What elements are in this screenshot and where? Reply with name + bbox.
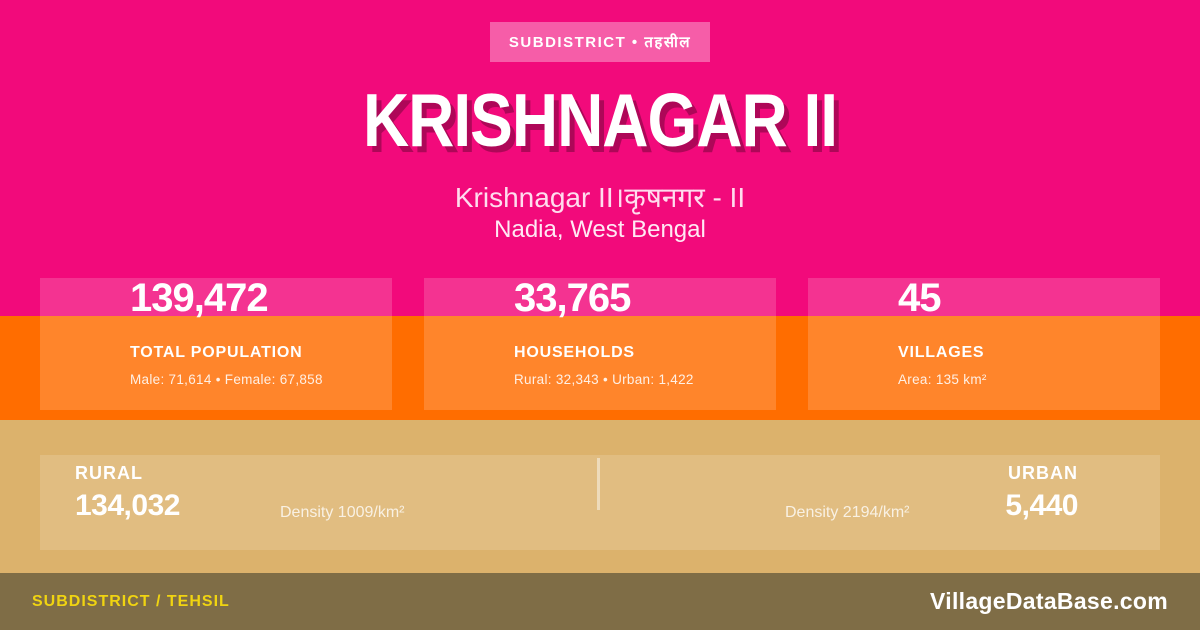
type-badge: SUBDISTRICT • तहसील bbox=[489, 22, 711, 62]
stat-card-households: 33,765 HOUSEHOLDS Rural: 32,343 • Urban:… bbox=[424, 278, 776, 410]
rural-density: Density 1009/km² bbox=[280, 504, 405, 521]
brand-link[interactable]: VillageDataBase.com bbox=[930, 588, 1168, 614]
footer-type-label: SUBDISTRICT / TEHSIL bbox=[32, 592, 230, 610]
urban-block: URBAN 5,440 bbox=[1005, 463, 1078, 523]
location-line: Nadia, West Bengal bbox=[494, 216, 706, 243]
stat-value: 139,472 bbox=[130, 276, 269, 320]
stat-detail: Male: 71,614 • Female: 67,858 bbox=[130, 372, 323, 387]
urban-label: URBAN bbox=[1008, 463, 1078, 483]
rural-block: RURAL 134,032 bbox=[75, 463, 180, 523]
stat-card-villages: 45 VILLAGES Area: 135 km² bbox=[808, 278, 1160, 410]
footer: SUBDISTRICT / TEHSIL VillageDataBase.com bbox=[0, 573, 1200, 630]
stat-value: 45 bbox=[898, 276, 942, 320]
pink-band bbox=[0, 0, 1200, 316]
stat-label: HOUSEHOLDS bbox=[514, 344, 635, 361]
rural-urban-panel: RURAL 134,032 Density 1009/km² Density 2… bbox=[40, 455, 1160, 550]
footer-band bbox=[0, 573, 1200, 630]
tan-band bbox=[0, 420, 1200, 573]
page-title: KRISHNAGAR II bbox=[362, 77, 838, 163]
rural-value: 134,032 bbox=[75, 489, 180, 522]
stat-card-total-population: 139,472 TOTAL POPULATION Male: 71,614 • … bbox=[40, 278, 392, 410]
stat-detail: Area: 135 km² bbox=[898, 372, 987, 387]
stat-detail: Rural: 32,343 • Urban: 1,422 bbox=[514, 372, 694, 387]
urban-density: Density 2194/km² bbox=[785, 504, 910, 521]
stat-label: TOTAL POPULATION bbox=[130, 344, 303, 361]
badge-wrap: SUBDISTRICT • तहसील bbox=[0, 22, 1200, 62]
subtitle-bilingual: Krishnagar II।कृषनगर - II bbox=[454, 182, 746, 213]
panel-divider bbox=[597, 458, 600, 510]
stat-value: 33,765 bbox=[514, 276, 631, 320]
urban-value: 5,440 bbox=[1005, 489, 1078, 522]
rural-label: RURAL bbox=[75, 463, 143, 483]
orange-band bbox=[0, 316, 1200, 420]
stat-label: VILLAGES bbox=[898, 344, 985, 361]
